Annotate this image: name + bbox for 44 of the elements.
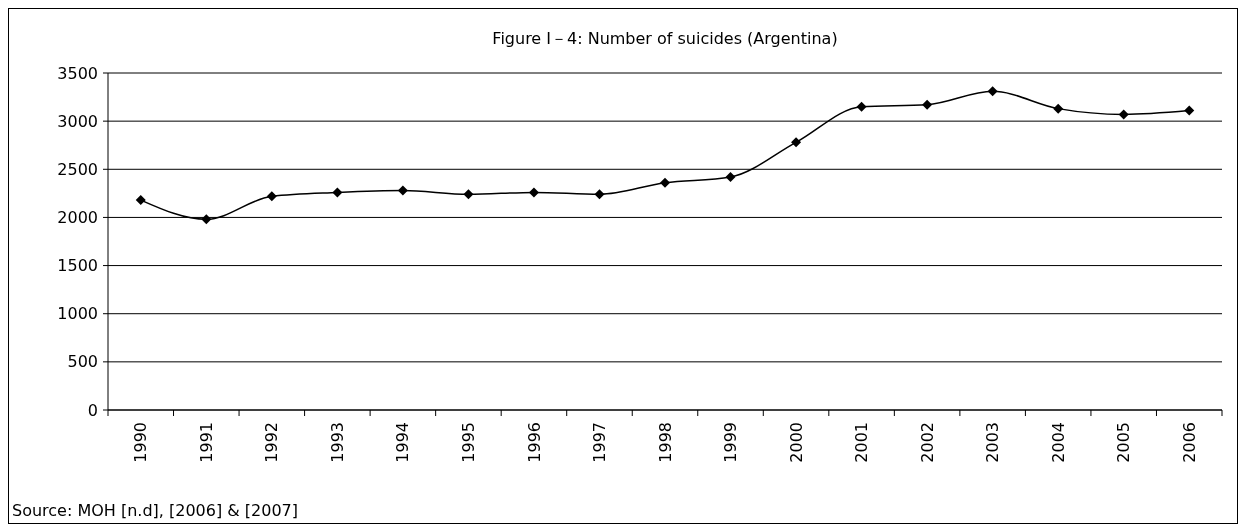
x-tick-label: 2001: [852, 422, 872, 463]
point: [332, 187, 343, 198]
point: [1053, 103, 1064, 114]
y-tick-label: 1500: [57, 256, 98, 276]
x-tick-label: 1994: [393, 422, 413, 463]
point: [1184, 105, 1195, 116]
point: [1118, 109, 1129, 120]
x-tick-label: 2005: [1114, 422, 1134, 463]
point: [791, 137, 802, 148]
x-tick-label: 2004: [1048, 422, 1068, 463]
point: [987, 86, 998, 97]
y-tick-label: 1000: [57, 304, 98, 324]
y-tick-label: 3000: [57, 111, 98, 131]
point: [660, 177, 670, 188]
x-tick-label: 1992: [262, 422, 282, 463]
x-tick-label: 1990: [131, 422, 151, 463]
y-tick-label: 0: [87, 400, 98, 420]
x-tick-label: 2006: [1179, 422, 1199, 463]
source-note: Source: MOH [n.d], [2006] & [2007]: [12, 501, 299, 520]
x-tick-label: 2002: [917, 422, 937, 463]
x-tick-label: 2000: [786, 422, 806, 463]
x-tick-label: 1997: [590, 422, 610, 463]
x-tick-label: 1995: [459, 422, 479, 463]
x-tick-label: 1996: [524, 422, 544, 463]
point: [922, 99, 933, 110]
point: [135, 195, 146, 206]
point: [594, 189, 605, 200]
point: [725, 171, 736, 182]
y-tick-label: 3500: [57, 63, 98, 83]
point: [266, 191, 277, 202]
chart-title: Figure I－4: Number of suicides (Argentina): [492, 29, 838, 48]
y-tick-label: 500: [67, 352, 98, 372]
x-tick-label: 1993: [327, 422, 347, 463]
x-tick-label: 1991: [196, 422, 216, 463]
y-tick-label: 2000: [57, 208, 98, 228]
y-tick-label: 2500: [57, 159, 98, 179]
x-tick-label: 2003: [983, 422, 1003, 463]
point: [397, 185, 408, 196]
x-tick-label: 1999: [721, 422, 741, 463]
x-tick-label: 1998: [655, 422, 675, 463]
point: [528, 187, 539, 198]
point: [201, 214, 212, 225]
point: [856, 101, 867, 112]
point: [463, 189, 474, 200]
